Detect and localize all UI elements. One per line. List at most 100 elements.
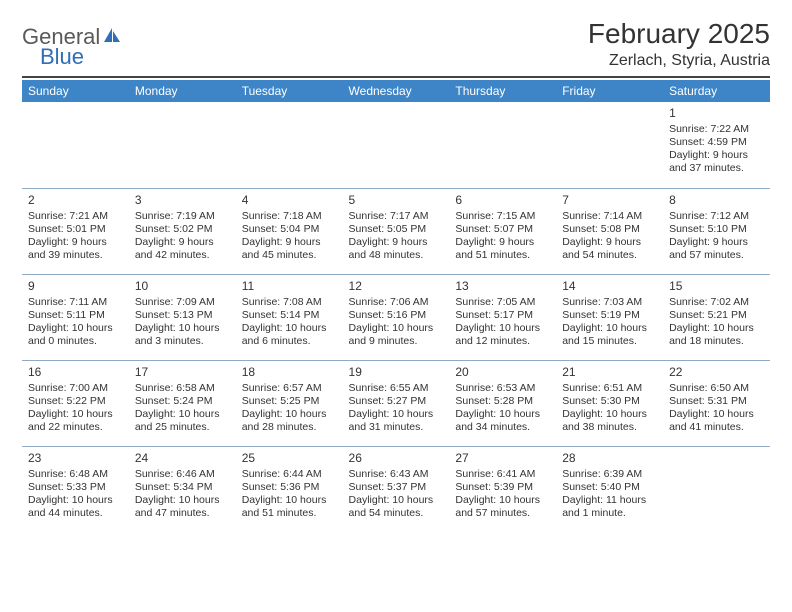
- sunset-text: Sunset: 5:37 PM: [349, 481, 444, 494]
- sunset-text: Sunset: 5:14 PM: [242, 309, 337, 322]
- daylight-text: and 57 minutes.: [455, 507, 550, 520]
- day-number: 25: [242, 451, 337, 466]
- daylight-text: and 25 minutes.: [135, 421, 230, 434]
- daylight-text: and 18 minutes.: [669, 335, 764, 348]
- sunrise-text: Sunrise: 7:08 AM: [242, 296, 337, 309]
- daylight-text: and 38 minutes.: [562, 421, 657, 434]
- calendar-day-cell: 24Sunrise: 6:46 AMSunset: 5:34 PMDayligh…: [129, 446, 236, 532]
- sunrise-text: Sunrise: 7:06 AM: [349, 296, 444, 309]
- sunset-text: Sunset: 5:19 PM: [562, 309, 657, 322]
- daylight-text: and 1 minute.: [562, 507, 657, 520]
- sunrise-text: Sunrise: 6:55 AM: [349, 382, 444, 395]
- daylight-text: Daylight: 11 hours: [562, 494, 657, 507]
- daylight-text: and 34 minutes.: [455, 421, 550, 434]
- sunrise-text: Sunrise: 7:00 AM: [28, 382, 123, 395]
- calendar-day-cell: 12Sunrise: 7:06 AMSunset: 5:16 PMDayligh…: [343, 274, 450, 360]
- day-number: 3: [135, 193, 230, 208]
- sunrise-text: Sunrise: 7:19 AM: [135, 210, 230, 223]
- sunset-text: Sunset: 5:34 PM: [135, 481, 230, 494]
- daylight-text: and 51 minutes.: [242, 507, 337, 520]
- daylight-text: Daylight: 9 hours: [669, 236, 764, 249]
- brand-logo: General Blue: [22, 24, 122, 70]
- daylight-text: and 9 minutes.: [349, 335, 444, 348]
- sunset-text: Sunset: 5:10 PM: [669, 223, 764, 236]
- day-number: 8: [669, 193, 764, 208]
- calendar-body: 1Sunrise: 7:22 AMSunset: 4:59 PMDaylight…: [22, 102, 770, 532]
- sunrise-text: Sunrise: 7:15 AM: [455, 210, 550, 223]
- sunset-text: Sunset: 5:31 PM: [669, 395, 764, 408]
- sunset-text: Sunset: 5:40 PM: [562, 481, 657, 494]
- day-number: 11: [242, 279, 337, 294]
- day-number: 14: [562, 279, 657, 294]
- sunset-text: Sunset: 5:01 PM: [28, 223, 123, 236]
- calendar-table: Sunday Monday Tuesday Wednesday Thursday…: [22, 80, 770, 532]
- day-header: Saturday: [663, 80, 770, 102]
- calendar-header-row: Sunday Monday Tuesday Wednesday Thursday…: [22, 80, 770, 102]
- sunset-text: Sunset: 5:33 PM: [28, 481, 123, 494]
- daylight-text: and 15 minutes.: [562, 335, 657, 348]
- calendar-day-cell: 9Sunrise: 7:11 AMSunset: 5:11 PMDaylight…: [22, 274, 129, 360]
- calendar-day-cell: 23Sunrise: 6:48 AMSunset: 5:33 PMDayligh…: [22, 446, 129, 532]
- day-header: Thursday: [449, 80, 556, 102]
- daylight-text: and 41 minutes.: [669, 421, 764, 434]
- calendar-day-cell: [556, 102, 663, 188]
- calendar-day-cell: 22Sunrise: 6:50 AMSunset: 5:31 PMDayligh…: [663, 360, 770, 446]
- calendar-day-cell: 6Sunrise: 7:15 AMSunset: 5:07 PMDaylight…: [449, 188, 556, 274]
- sunrise-text: Sunrise: 7:12 AM: [669, 210, 764, 223]
- calendar-day-cell: 16 Sunrise: 7:00 AMSunset: 5:22 PMDayligh…: [22, 360, 129, 446]
- day-number: 1: [669, 106, 764, 121]
- daylight-text: Daylight: 10 hours: [135, 494, 230, 507]
- day-number: 21: [562, 365, 657, 380]
- calendar-day-cell: 11Sunrise: 7:08 AMSunset: 5:14 PMDayligh…: [236, 274, 343, 360]
- day-number: 15: [669, 279, 764, 294]
- day-number: 17: [135, 365, 230, 380]
- day-header: Wednesday: [343, 80, 450, 102]
- calendar-day-cell: 1Sunrise: 7:22 AMSunset: 4:59 PMDaylight…: [663, 102, 770, 188]
- daylight-text: and 28 minutes.: [242, 421, 337, 434]
- day-number: 22: [669, 365, 764, 380]
- title-block: February 2025 Zerlach, Styria, Austria: [588, 18, 770, 70]
- day-number: 20: [455, 365, 550, 380]
- daylight-text: and 12 minutes.: [455, 335, 550, 348]
- calendar-day-cell: [236, 102, 343, 188]
- sail-icon: [102, 31, 122, 48]
- sunset-text: Sunset: 5:16 PM: [349, 309, 444, 322]
- sunrise-text: Sunrise: 6:43 AM: [349, 468, 444, 481]
- calendar-day-cell: 19Sunrise: 6:55 AMSunset: 5:27 PMDayligh…: [343, 360, 450, 446]
- day-header: Sunday: [22, 80, 129, 102]
- daylight-text: Daylight: 10 hours: [669, 322, 764, 335]
- daylight-text: Daylight: 10 hours: [455, 408, 550, 421]
- calendar-day-cell: 10Sunrise: 7:09 AMSunset: 5:13 PMDayligh…: [129, 274, 236, 360]
- day-number: 16: [28, 365, 123, 380]
- sunrise-text: Sunrise: 7:18 AM: [242, 210, 337, 223]
- calendar-day-cell: 15Sunrise: 7:02 AMSunset: 5:21 PMDayligh…: [663, 274, 770, 360]
- calendar-week-row: 9Sunrise: 7:11 AMSunset: 5:11 PMDaylight…: [22, 274, 770, 360]
- day-number: 2: [28, 193, 123, 208]
- day-number: 12: [349, 279, 444, 294]
- daylight-text: Daylight: 10 hours: [242, 494, 337, 507]
- day-number: 28: [562, 451, 657, 466]
- daylight-text: Daylight: 10 hours: [28, 408, 123, 421]
- sunrise-text: Sunrise: 7:17 AM: [349, 210, 444, 223]
- sunrise-text: Sunrise: 7:05 AM: [455, 296, 550, 309]
- day-number: 5: [349, 193, 444, 208]
- header-divider: [22, 76, 770, 78]
- daylight-text: Daylight: 9 hours: [455, 236, 550, 249]
- day-number: 10: [135, 279, 230, 294]
- calendar-day-cell: [449, 102, 556, 188]
- sunrise-text: Sunrise: 7:21 AM: [28, 210, 123, 223]
- day-number: 13: [455, 279, 550, 294]
- day-number: 6: [455, 193, 550, 208]
- calendar-day-cell: [22, 102, 129, 188]
- day-number: 7: [562, 193, 657, 208]
- sunrise-text: Sunrise: 7:09 AM: [135, 296, 230, 309]
- daylight-text: Daylight: 10 hours: [455, 322, 550, 335]
- calendar-day-cell: 5Sunrise: 7:17 AMSunset: 5:05 PMDaylight…: [343, 188, 450, 274]
- calendar-day-cell: 25Sunrise: 6:44 AMSunset: 5:36 PMDayligh…: [236, 446, 343, 532]
- day-header: Friday: [556, 80, 663, 102]
- sunset-text: Sunset: 5:13 PM: [135, 309, 230, 322]
- sunset-text: Sunset: 5:22 PM: [28, 395, 123, 408]
- sunrise-text: Sunrise: 6:57 AM: [242, 382, 337, 395]
- sunset-text: Sunset: 5:11 PM: [28, 309, 123, 322]
- sunrise-text: Sunrise: 6:44 AM: [242, 468, 337, 481]
